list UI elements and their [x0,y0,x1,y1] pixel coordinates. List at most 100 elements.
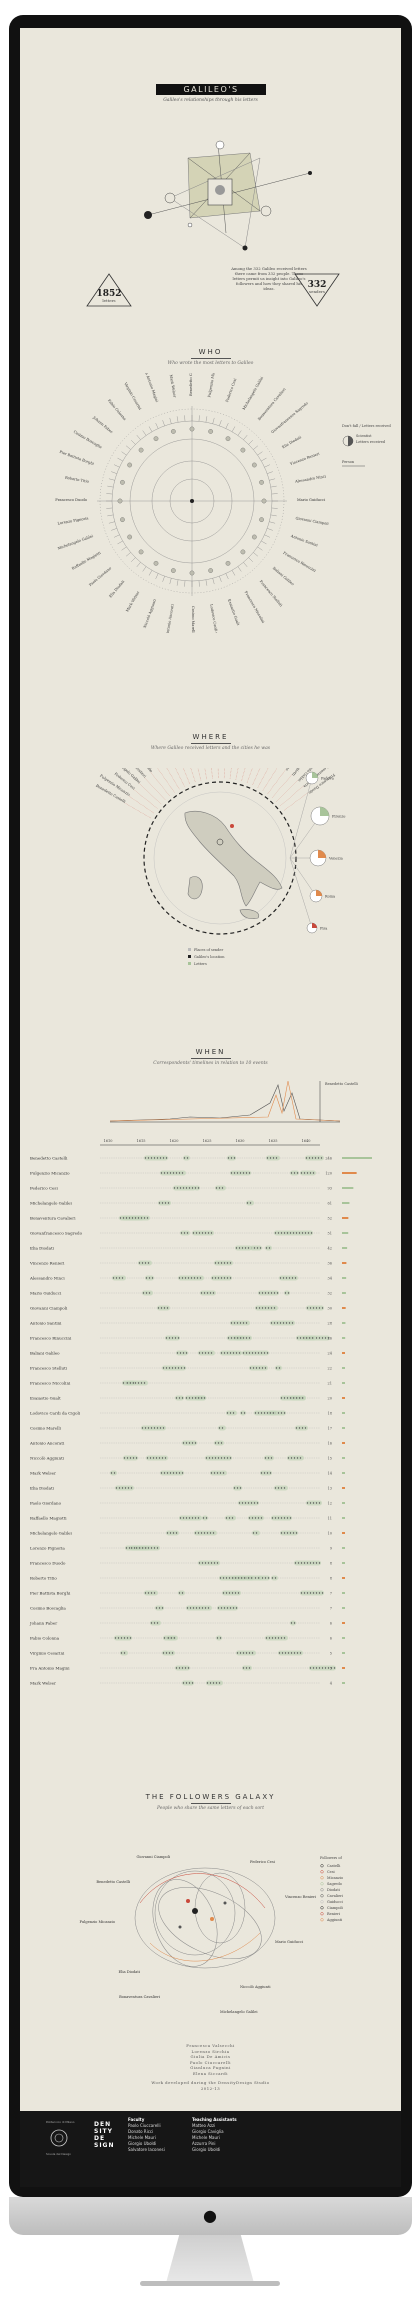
timeline-letter-dot [250,1577,253,1579]
svg-text:Scientist: Scientist [356,434,372,438]
timeline-activity-blob [240,1410,246,1416]
timeline-letter-dot [210,1352,213,1354]
timeline-count-bar [342,1547,345,1549]
timeline-letter-dot [288,1322,291,1324]
who-tick [155,573,159,580]
timeline-letter-dot [122,1382,125,1384]
timeline-letter-dot [270,1322,273,1324]
timeline-letter-dot [231,1517,234,1519]
timeline-letter-dot [264,1307,267,1309]
timeline-letter-dot [267,1577,270,1579]
timeline-letter-dot [217,1262,220,1264]
timeline-letter-dot [309,1592,312,1594]
timeline-letter-dot [245,1667,248,1669]
timeline-activity-blob [135,1545,160,1551]
timeline-letter-dot [150,1547,153,1549]
timeline-letter-dot [314,1157,317,1159]
timeline-letter-dot [266,1472,269,1474]
timeline-letter-dot [309,1562,312,1564]
who-person-name: Mario Guiducci [297,498,326,502]
timeline-letter-dot [289,1532,292,1534]
where-pie-link [289,857,317,897]
who-tick [267,471,273,474]
timeline-letter-dot [273,1322,276,1324]
when-overview-chart: Benedetto Castelli [109,1080,359,1123]
timeline-letter-dot [167,1202,170,1204]
timeline-letter-dot [185,1187,188,1189]
timeline-letter-dot [188,1187,191,1189]
timeline-letter-dot [151,1277,154,1279]
timeline-activity-blob [110,1470,117,1476]
timeline-letter-dot [278,1652,281,1654]
timeline-letter-dot [280,1517,283,1519]
timeline-count-label: 7 [330,1607,332,1611]
timeline-row-name: Benedetto Castelli [30,1156,68,1161]
monitor-stand [166,2235,254,2283]
timeline-letter-dot [162,1652,165,1654]
timeline-letter-dot [289,1232,292,1234]
timeline-letter-dot [140,1217,143,1219]
who-tick [219,420,222,426]
infographic-screen[interactable]: GALILEO'S FOLLOWERS Galileo's relationsh… [20,28,401,2187]
timeline-letter-dot [181,1172,184,1174]
timeline-count-label: 42 [328,1247,332,1251]
polimi-label: Politecnico di Milano [46,2120,75,2124]
where-connector [197,768,202,781]
who-person-dot [138,447,144,453]
timeline-letter-dot [166,1172,169,1174]
timeline-letter-dot [257,1352,260,1354]
timeline-letter-dot [172,1472,175,1474]
who-person-name: Vincenzo Renieri [289,451,321,466]
timeline-row-name: Mario Guiducci [30,1291,62,1296]
timeline-letter-dot [225,1592,228,1594]
timeline-activity-blob [157,1305,170,1311]
who-person-name: Elia Diodati [108,579,125,599]
timeline-count-label: 34 [328,1277,333,1281]
who-person-dot [138,549,144,555]
who-tick [231,570,236,576]
timeline-letter-dot [309,1667,312,1669]
timeline-letter-dot [204,1232,207,1234]
timeline-row-name: Antonio Santini [29,1321,62,1326]
timeline-letter-dot [248,1517,251,1519]
who-tick [169,417,172,424]
galaxy-legend-swatch [320,1906,324,1910]
timeline-count-label: 11 [328,1517,332,1521]
where-connector [276,780,298,802]
timeline-count-bar [342,1592,345,1594]
assistants-list: Teaching Assistants Matteo Azzi Giorgio … [192,2117,237,2152]
timeline-letter-dot [253,1247,256,1249]
timeline-letter-dot [261,1292,264,1294]
timeline-letter-dot [287,1457,290,1459]
timeline-letter-dot [158,1457,161,1459]
timeline-activity-blob [167,1635,178,1641]
timeline-letter-dot [169,1472,172,1474]
timeline-count-bar [342,1607,345,1609]
timeline-letter-dot [243,1577,246,1579]
timeline-letter-dot [135,1457,138,1459]
where-connector [257,768,269,788]
galaxy-legend-swatch [320,1882,324,1886]
timeline-letter-dot [283,1637,286,1639]
where-connector [128,796,154,814]
timeline-letter-dot [188,1397,191,1399]
who-tick [267,528,273,531]
timeline-letter-dot [220,1262,223,1264]
galaxy-legend-swatch [320,1918,324,1922]
timeline-activity-blob [206,1680,223,1686]
timeline-count-label: 24 [328,1352,333,1356]
timeline-letter-dot [174,1367,177,1369]
timeline-letter-dot [276,1292,279,1294]
timeline-letter-dot [318,1502,321,1504]
timeline-letter-dot [164,1202,167,1204]
timeline-activity-blob [179,1515,202,1521]
when-title: WHEN [20,1048,401,1059]
timeline-letter-dot [304,1232,307,1234]
timeline-letter-dot [177,1337,180,1339]
timeline-count-label: 6 [330,1637,332,1641]
timeline-activity-blob [210,1470,227,1476]
who-tick [205,416,208,423]
timeline-activity-blob [160,1470,184,1476]
timeline-letter-dot [193,1277,196,1279]
italy-map-shape [184,810,283,907]
